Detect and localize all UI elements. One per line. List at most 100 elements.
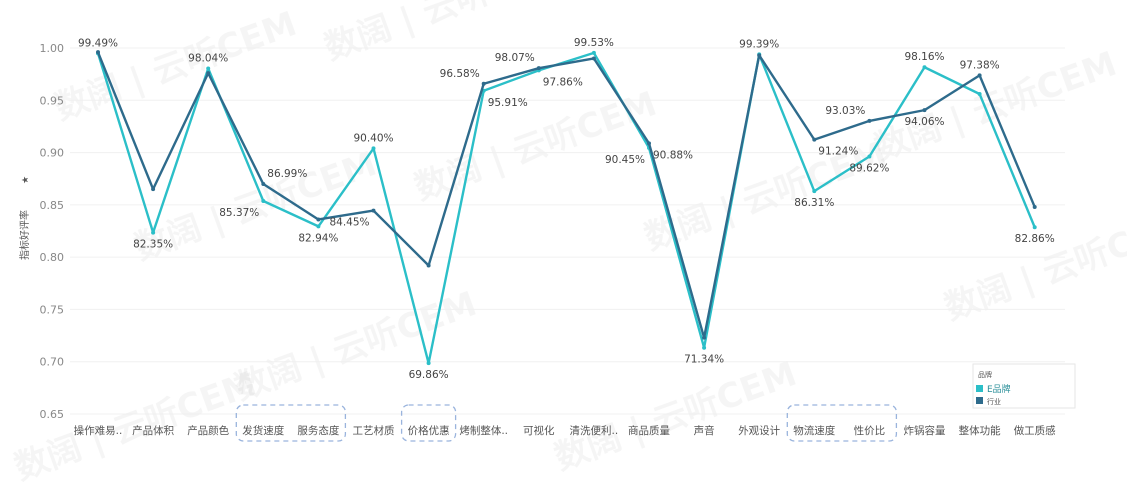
- series-line-industry: [96, 51, 1036, 339]
- x-tick-label: 工艺材质: [353, 424, 395, 437]
- data-point: [591, 56, 596, 61]
- y-tick-label: 0.65: [40, 408, 65, 421]
- data-label: 82.94%: [298, 232, 338, 244]
- data-label: 86.99%: [267, 168, 307, 180]
- x-tick-label: 性价比: [854, 424, 886, 437]
- data-label: 84.45%: [329, 217, 369, 229]
- series-lines: [96, 50, 1037, 366]
- highlight-boxes: [235, 404, 898, 442]
- data-label: 90.40%: [353, 132, 393, 144]
- x-tick-label: 外观设计: [738, 424, 780, 437]
- data-point: [316, 224, 321, 229]
- data-label: 96.58%: [440, 68, 480, 80]
- x-tick-label: 操作难易..: [74, 424, 123, 437]
- data-label: 98.16%: [904, 51, 944, 63]
- x-tick-label: 烤制整体..: [459, 424, 508, 437]
- data-point: [536, 66, 541, 71]
- y-tick-label: 0.70: [40, 356, 65, 369]
- x-axis-ticks: 操作难易.. 产品体积 产品颜色 发货速度 服务态度 工艺材质 价格优惠 烤制整体.. 可视化 清…: [74, 424, 1057, 437]
- data-point: [151, 230, 156, 235]
- data-label: 95.91%: [488, 97, 528, 109]
- data-point: [426, 263, 431, 268]
- data-label: 71.34%: [684, 354, 724, 366]
- data-point: [812, 189, 817, 194]
- highlight-box: [400, 404, 457, 442]
- watermark-text: 数阔 | 云听CEM: [49, 4, 301, 128]
- data-label: 91.24%: [818, 146, 858, 158]
- data-point: [426, 361, 431, 366]
- data-label: 85.37%: [219, 207, 259, 219]
- data-point: [702, 345, 707, 350]
- y-axis-ticks: 0.65 0.70 0.75 0.80 0.85 0.90 0.95 1.00: [40, 42, 65, 421]
- watermark: 数阔 | 云听CEM数阔 | 云听CEM数阔 | 云听CEM数阔 | 云听CEM…: [9, 0, 1127, 488]
- data-point: [867, 154, 872, 159]
- y-tick-label: 1.00: [40, 42, 65, 55]
- data-point: [371, 208, 376, 213]
- x-tick-label: 声音: [694, 424, 715, 437]
- y-tick-label: 0.75: [40, 303, 65, 316]
- pin-icon: ★: [21, 176, 31, 184]
- data-label: 98.04%: [188, 52, 228, 64]
- data-label: 97.38%: [960, 59, 1000, 71]
- data-point: [371, 146, 376, 151]
- watermark-text: 数阔 | 云听CEM: [229, 284, 481, 408]
- data-label: 99.53%: [574, 37, 614, 49]
- x-tick-label: 炸锅容量: [904, 424, 946, 437]
- data-label: 99.49%: [78, 37, 118, 49]
- data-point: [757, 53, 762, 58]
- data-point: [481, 81, 486, 86]
- y-tick-label: 0.80: [40, 251, 65, 264]
- data-label: 69.86%: [409, 369, 449, 381]
- data-point: [206, 66, 211, 71]
- data-point: [261, 198, 266, 203]
- data-label: 98.07%: [495, 52, 535, 64]
- highlight-box: [235, 404, 347, 442]
- data-point: [96, 50, 100, 55]
- watermark-text: 数阔 | 云听CEM: [549, 354, 801, 478]
- highlight-box: [786, 404, 898, 442]
- legend-swatch-e: [976, 385, 983, 392]
- data-label: 86.31%: [794, 197, 834, 209]
- legend-item-industry[interactable]: 行业: [987, 397, 1001, 406]
- data-point: [261, 182, 266, 187]
- x-tick-label: 做工质感: [1014, 424, 1056, 437]
- y-tick-label: 0.90: [40, 147, 65, 160]
- x-tick-label: 产品体积: [132, 424, 174, 437]
- x-tick-label: 发货速度: [242, 424, 284, 437]
- y-tick-label: 0.85: [40, 199, 65, 212]
- x-tick-label: 物流速度: [793, 424, 835, 437]
- x-tick-label: 商品质量: [628, 424, 670, 437]
- x-tick-label: 可视化: [523, 424, 555, 437]
- data-point: [591, 50, 596, 55]
- data-point: [867, 118, 872, 123]
- legend-item-e[interactable]: E品牌: [987, 383, 1011, 395]
- gridlines: [70, 47, 1065, 415]
- data-point: [206, 71, 211, 76]
- data-label: 97.86%: [543, 76, 583, 88]
- data-label: 82.35%: [133, 239, 173, 251]
- data-point: [977, 92, 982, 97]
- data-point: [812, 137, 817, 142]
- data-label: 99.39%: [739, 38, 779, 50]
- y-axis-label: 指标好评率: [18, 210, 31, 260]
- data-labels: 99.49% 82.35% 98.04% 85.37% 86.99% 82.94% 90.4…: [78, 37, 1055, 381]
- series-line-e-brand: [96, 51, 1036, 365]
- data-point: [922, 108, 927, 113]
- data-point: [1032, 225, 1037, 230]
- x-tick-label: 价格优惠: [408, 424, 450, 437]
- data-point: [922, 65, 927, 70]
- legend-title: 品牌: [978, 370, 992, 379]
- data-point: [977, 73, 982, 78]
- x-tick-label: 服务态度: [297, 424, 339, 437]
- data-label: 90.88%: [653, 149, 693, 161]
- y-tick-label: 0.95: [40, 94, 65, 107]
- legend-swatch-industry: [976, 397, 983, 404]
- legend[interactable]: 品牌 E品牌 行业: [972, 363, 1076, 409]
- data-label: 89.62%: [849, 163, 889, 175]
- x-tick-label: 产品颜色: [187, 424, 229, 437]
- data-point: [702, 335, 707, 340]
- data-label: 82.86%: [1015, 233, 1055, 245]
- data-point: [1032, 204, 1037, 209]
- data-label: 90.45%: [605, 154, 645, 166]
